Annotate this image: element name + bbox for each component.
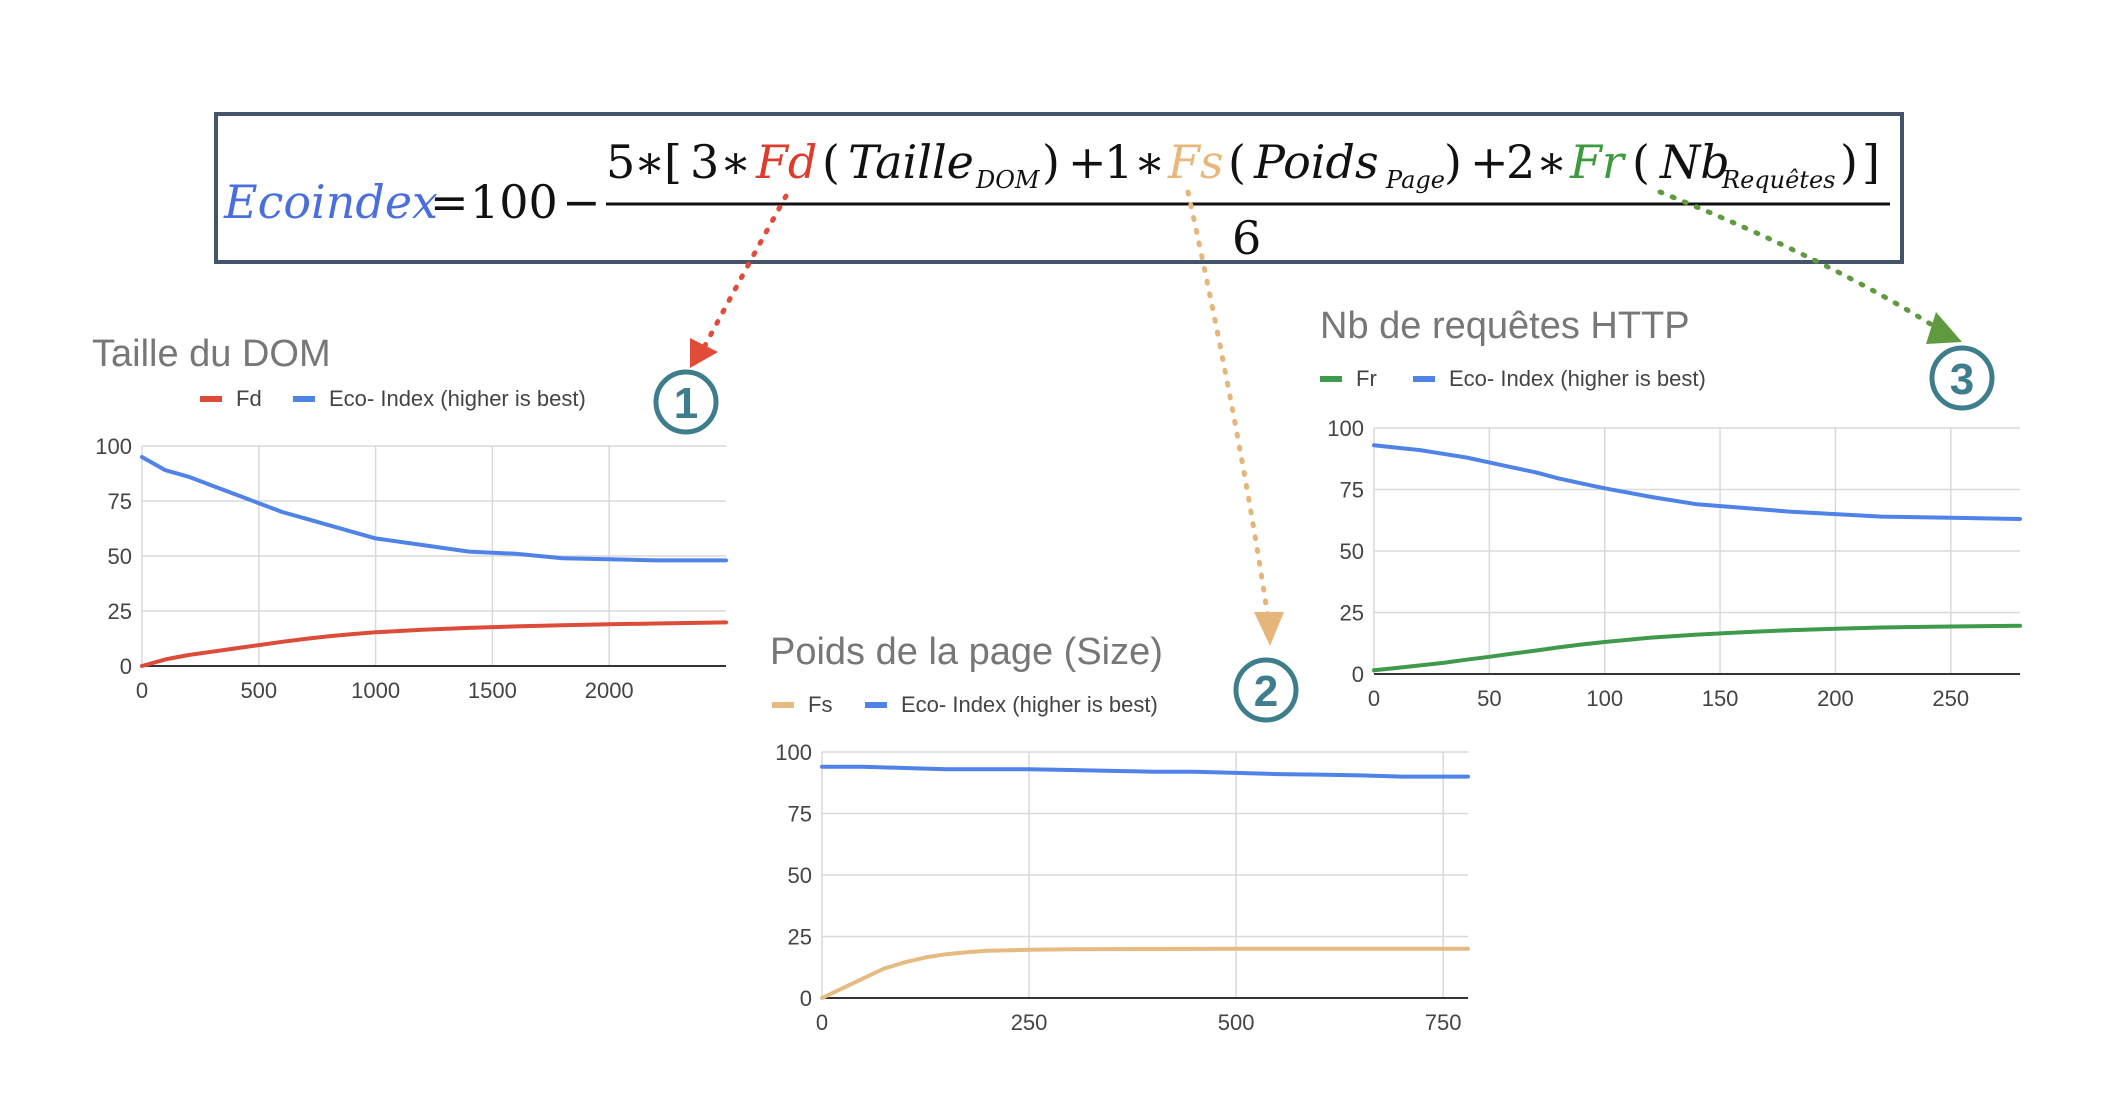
arrow-head-2 <box>1254 612 1284 646</box>
series-line-requetes-0 <box>1372 623 2022 673</box>
marker-3: 3 <box>1929 345 1995 411</box>
marker-1-label: 1 <box>674 379 698 428</box>
numerator-f2: Fs <box>1167 135 1224 189</box>
xtick-requetes-5: 250 <box>1932 686 1969 711</box>
numerator-star-2: ∗ <box>720 135 751 189</box>
ytick-requetes-0: 0 <box>1352 662 1364 687</box>
ytick-dom-1: 25 <box>108 599 132 624</box>
xtick-requetes-4: 200 <box>1817 686 1854 711</box>
numerator-star-3: ∗ <box>1134 135 1165 189</box>
numerator-star-4: ∗ <box>1536 135 1567 189</box>
xtick-dom-0: 0 <box>136 678 148 703</box>
formula-lhs: Ecoindex <box>223 175 438 229</box>
xtick-dom-2: 1000 <box>351 678 400 703</box>
numerator-paren-2c: ) <box>1444 135 1462 189</box>
ytick-poids-3: 75 <box>788 802 812 827</box>
numerator-a3-sub: Requêtes <box>1721 166 1835 194</box>
xtick-requetes-2: 100 <box>1586 686 1623 711</box>
formula-equals: = <box>430 175 469 229</box>
numerator-a1: Taille <box>848 135 974 189</box>
numerator-paren-2o: ( <box>1228 135 1246 189</box>
ytick-requetes-3: 75 <box>1340 478 1364 503</box>
arrow-to-chart-1 <box>697 193 789 358</box>
numerator-a1-sub: DOM <box>975 166 1041 194</box>
numerator-plus-2: + <box>1470 135 1509 189</box>
numerator-a2-sub: Page <box>1385 166 1445 194</box>
chart-title-poids: Poids de la page (Size) <box>770 631 1163 673</box>
ytick-dom-0: 0 <box>120 654 132 679</box>
series-line-dom-1 <box>140 455 728 563</box>
numerator-f1: Fd <box>755 135 817 189</box>
legend-label-requetes-0: Fr <box>1356 366 1377 391</box>
numerator-close-bracket: ] <box>1862 135 1880 189</box>
numerator-open-bracket: [ <box>664 135 682 189</box>
numerator-plus-1: + <box>1068 135 1107 189</box>
numerator-a3: Nb <box>1659 135 1730 189</box>
ytick-dom-3: 75 <box>108 489 132 514</box>
formula-constant: 100 <box>470 175 558 229</box>
chart-title-dom: Taille du DOM <box>92 333 331 375</box>
ytick-dom-4: 100 <box>95 434 132 459</box>
numerator-paren-1c: ) <box>1042 135 1060 189</box>
marker-1: 1 <box>653 369 719 435</box>
xtick-poids-2: 500 <box>1218 1010 1255 1035</box>
numerator-a2: Poids <box>1253 135 1379 189</box>
ytick-poids-1: 25 <box>788 925 812 950</box>
legend-label-poids-0: Fs <box>808 692 832 717</box>
numerator-paren-1o: ( <box>822 135 840 189</box>
numerator-coef: 5 <box>606 135 635 189</box>
ytick-requetes-1: 25 <box>1340 601 1364 626</box>
xtick-requetes-1: 50 <box>1477 686 1501 711</box>
xtick-dom-1: 500 <box>240 678 277 703</box>
legend-label-poids-1: Eco- Index (higher is best) <box>901 692 1158 717</box>
chart-title-requetes: Nb de requêtes HTTP <box>1320 305 1690 347</box>
formula-minus: − <box>562 175 601 229</box>
arrow-to-chart-3 <box>1657 189 1943 333</box>
ytick-requetes-2: 50 <box>1340 539 1364 564</box>
xtick-poids-1: 250 <box>1011 1010 1048 1035</box>
marker-2-label: 2 <box>1254 667 1278 716</box>
ytick-poids-4: 100 <box>775 740 812 765</box>
legend-label-requetes-1: Eco- Index (higher is best) <box>1449 366 1706 391</box>
numerator-w2: 1 <box>1104 135 1133 189</box>
numerator-w1: 3 <box>690 135 719 189</box>
xtick-requetes-3: 150 <box>1702 686 1739 711</box>
arrow-to-chart-2 <box>1185 189 1271 621</box>
numerator-paren-3c: ) <box>1840 135 1858 189</box>
arrow-head-3 <box>1926 312 1962 344</box>
ytick-poids-0: 0 <box>800 986 812 1011</box>
numerator-star-1: ∗ <box>634 135 665 189</box>
denominator: 6 <box>1232 211 1261 265</box>
legend-label-dom-0: Fd <box>236 386 262 411</box>
xtick-poids-0: 0 <box>816 1010 828 1035</box>
marker-3-label: 3 <box>1950 355 1974 404</box>
formula-box <box>214 112 1904 264</box>
series-line-poids-1 <box>820 764 1470 779</box>
xtick-dom-3: 1500 <box>468 678 517 703</box>
numerator-w3: 2 <box>1506 135 1535 189</box>
ytick-dom-2: 50 <box>108 544 132 569</box>
ytick-poids-2: 50 <box>788 863 812 888</box>
series-line-dom-0 <box>140 620 728 668</box>
xtick-poids-3: 750 <box>1425 1010 1462 1035</box>
arrow-head-1 <box>690 338 718 368</box>
xtick-requetes-0: 0 <box>1368 686 1380 711</box>
series-line-poids-0 <box>820 946 1470 1000</box>
numerator-paren-3o: ( <box>1632 135 1650 189</box>
xtick-dom-4: 2000 <box>585 678 634 703</box>
series-line-requetes-1 <box>1372 443 2022 521</box>
ytick-requetes-4: 100 <box>1327 416 1364 441</box>
legend-label-dom-1: Eco- Index (higher is best) <box>329 386 586 411</box>
numerator-f3: Fr <box>1569 135 1627 189</box>
marker-2: 2 <box>1233 657 1299 723</box>
